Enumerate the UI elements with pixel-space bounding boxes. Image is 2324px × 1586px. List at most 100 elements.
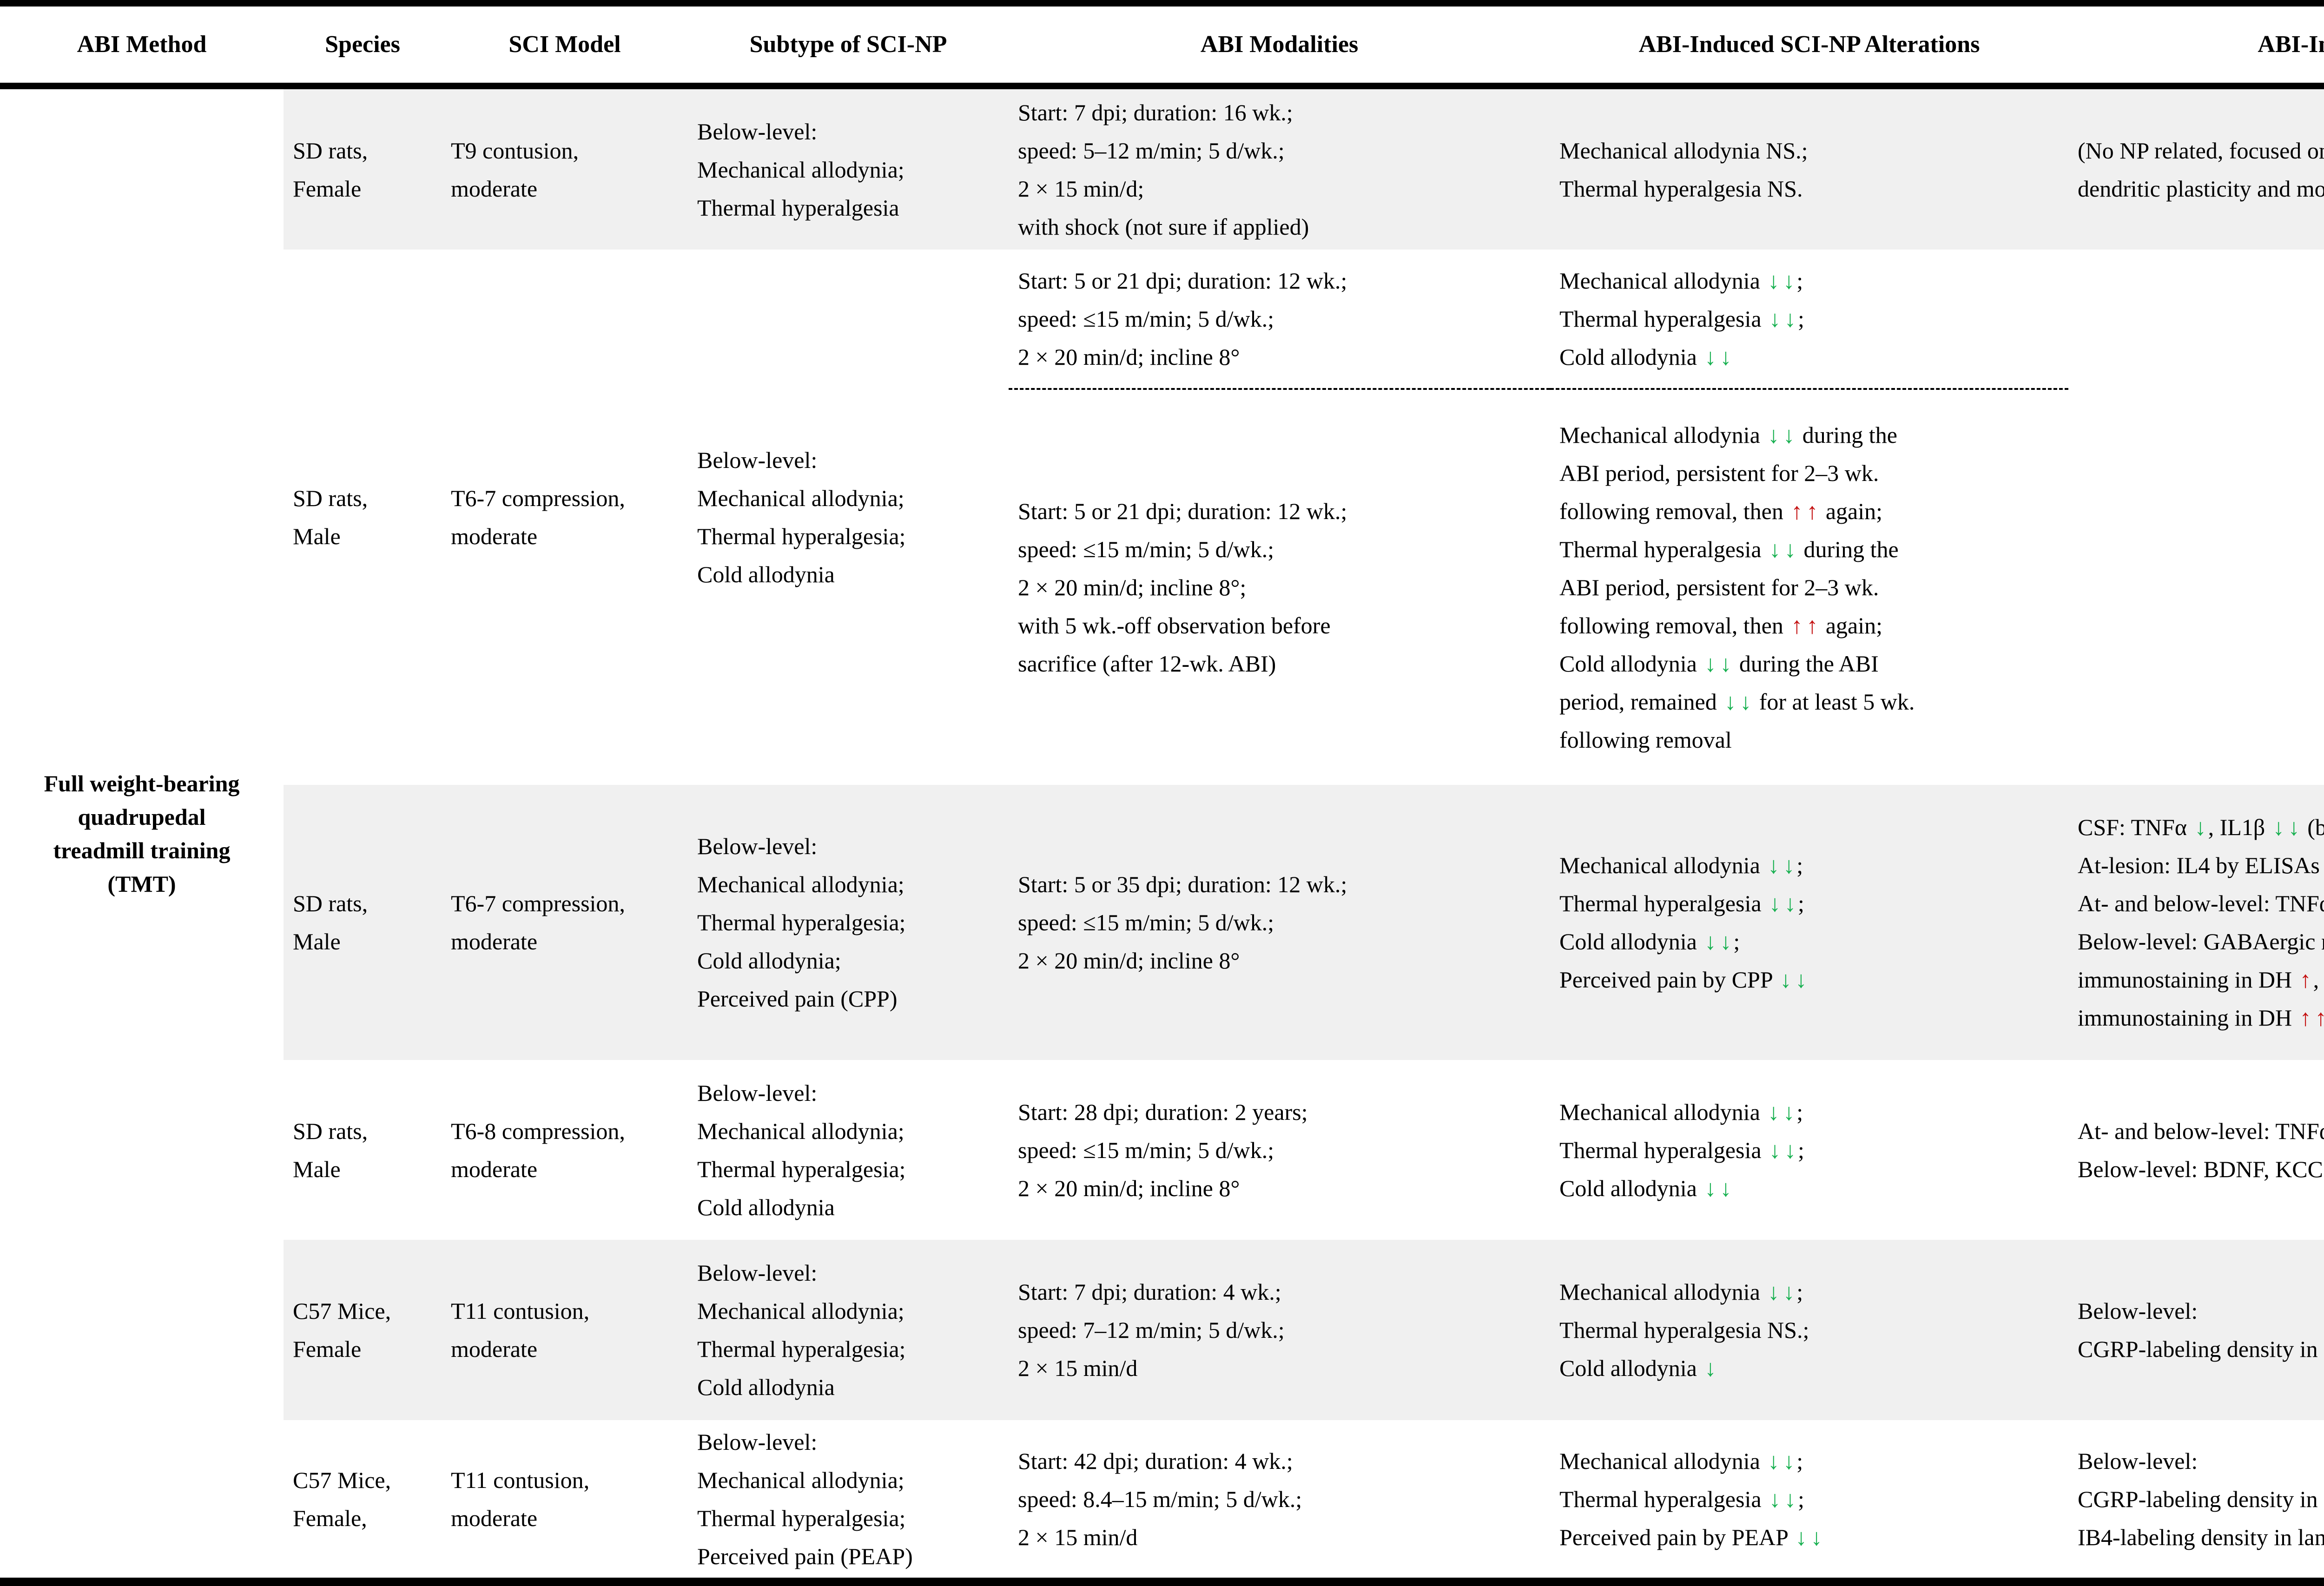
arrow-down-icon: ↓	[1784, 306, 1796, 332]
text-line: Mechanical allodynia;	[697, 1118, 905, 1144]
arrow-down-icon: ↓	[1768, 1279, 1780, 1305]
arrow-down-icon: ↓	[1783, 1448, 1795, 1474]
modalities-cell: Start: 7 dpi; duration: 4 wk.; speed: 7–1…	[1009, 1240, 1550, 1420]
text-line: Start: 5 or 21 dpi; duration: 12 wk.;	[1018, 498, 1347, 524]
header-subtype: Subtype of SCI-NP	[688, 7, 1009, 89]
arrow-down-icon: ↓	[1768, 852, 1780, 878]
text-line: Below-level:	[697, 1260, 818, 1286]
arrow-down-icon: ↓	[1769, 890, 1781, 916]
text-line: Thermal hyperalgesia	[697, 194, 899, 221]
modalities-cell: Start: 42 dpi; duration: 4 wk.; speed: 8.…	[1009, 1420, 1550, 1578]
header-sci-model: SCI Model	[442, 7, 688, 89]
arrow-up-icon: ↑	[2315, 1005, 2324, 1031]
text-line: Mechanical allodynia NS.;	[1559, 137, 1808, 164]
text-line: moderate	[451, 175, 538, 202]
arrow-down-icon: ↓	[1724, 689, 1736, 715]
text-line: Mechanical allodynia ↓ ↓;	[1559, 268, 1803, 294]
modalities-cell: Start: 28 dpi; duration: 2 years; speed: …	[1009, 1060, 1550, 1240]
arrow-down-icon: ↓	[1783, 852, 1795, 878]
text-line: Cold allodynia ↓ ↓	[1559, 344, 1732, 370]
text-line: Start: 5 or 21 dpi; duration: 12 wk.;	[1018, 268, 1347, 294]
arrow-down-icon: ↓	[1784, 890, 1796, 916]
text-line: C57 Mice,	[293, 1467, 391, 1493]
text-line: Mechanical allodynia;	[697, 485, 905, 511]
text-line: moderate	[451, 523, 538, 549]
text-line: Thermal hyperalgesia ↓ ↓ during the	[1559, 536, 1899, 562]
arrow-down-icon: ↓	[2288, 814, 2300, 840]
text-line: Perceived pain (CPP)	[697, 986, 898, 1012]
arrow-down-icon: ↓	[1768, 268, 1780, 294]
text-line: C57 Mice,	[293, 1298, 391, 1324]
arrow-down-icon: ↓	[1769, 306, 1781, 332]
header-abi-method: ABI Method	[0, 7, 284, 89]
text-line: Below-level:	[697, 447, 818, 473]
text-line: At- and below-level: TNFα, IL1β by ELISA…	[2078, 1118, 2324, 1144]
alterations-cell: Mechanical allodynia ↓ ↓; Thermal hyperalg…	[1550, 1060, 2068, 1240]
text-line: with shock (not sure if applied)	[1018, 213, 1309, 240]
text-line: Start: 5 or 35 dpi; duration: 12 wk.;	[1018, 871, 1347, 897]
text-line: (TMT)	[107, 870, 176, 897]
text-line: Thermal hyperalgesia;	[697, 523, 906, 549]
arrow-down-icon: ↓	[1783, 1099, 1795, 1125]
modalities-cell: Start: 5 or 21 dpi; duration: 12 wk.; spe…	[1009, 250, 1550, 390]
text-line: Cold allodynia ↓ ↓;	[1559, 928, 1740, 954]
arrow-down-icon: ↓	[2194, 814, 2206, 840]
text-line: speed: ≤15 m/min; 5 d/wk.;	[1018, 306, 1274, 332]
arrow-down-icon: ↓	[1704, 651, 1717, 677]
text-line: 2 × 15 min/d	[1018, 1355, 1138, 1381]
modulations-cell: -	[2068, 250, 2324, 785]
text-line: At-lesion: IL4 by ELISAs ↑;	[2078, 852, 2324, 878]
text-line: Thermal hyperalgesia;	[697, 909, 906, 935]
text-line: Perceived pain (PEAP)	[697, 1543, 913, 1569]
arrow-down-icon: ↓	[1704, 344, 1717, 370]
text-line: Mechanical allodynia ↓ ↓;	[1559, 852, 1803, 878]
text-line: speed: 5–12 m/min; 5 d/wk.;	[1018, 137, 1285, 164]
text-line: Below-level:	[2078, 1298, 2198, 1324]
text-line: ABI period, persistent for 2–3 wk.	[1559, 460, 1879, 486]
text-line: moderate	[451, 928, 538, 954]
text-line: IB4-labeling density in lamina III-IV ↓	[2078, 1524, 2324, 1550]
text-line: Below-level:	[697, 1079, 818, 1106]
alterations-cell: Mechanical allodynia ↓ ↓ during the ABI pe…	[1550, 390, 2068, 785]
text-line: Mechanical allodynia;	[697, 156, 905, 183]
text-line: with 5 wk.-off observation before	[1018, 612, 1331, 638]
text-line: speed: ≤15 m/min; 5 d/wk.;	[1018, 1137, 1274, 1163]
text-line: Below-level: BDNF, KCC2 by FLISA ↑↑	[2078, 1156, 2324, 1182]
arrow-down-icon: ↓	[1768, 1099, 1780, 1125]
modalities-cell: Start: 5 or 35 dpi; duration: 12 wk.; spe…	[1009, 785, 1550, 1060]
text-line: SD rats,	[293, 1118, 368, 1144]
text-line: sacrifice (after 12-wk. ABI)	[1018, 651, 1276, 677]
modulations-cell: Below-level: CGRP-labeling density in lam…	[2068, 1420, 2324, 1578]
alterations-cell: Mechanical allodynia NS.; Thermal hyperal…	[1550, 89, 2068, 250]
arrow-down-icon: ↓	[2272, 814, 2284, 840]
text-line: Start: 42 dpi; duration: 4 wk.;	[1018, 1448, 1293, 1474]
text-line: Cold allodynia	[697, 1374, 835, 1400]
modulations-cell: (No NP related, focused on lumbar motone…	[2068, 89, 2324, 250]
arrow-up-icon: ↑	[1791, 498, 1803, 524]
text-line: Thermal hyperalgesia NS.;	[1559, 1317, 1809, 1343]
text-line: Full weight-bearing	[44, 770, 240, 796]
arrow-down-icon: ↓	[1783, 268, 1795, 294]
arrow-down-icon: ↓	[1780, 967, 1792, 993]
text-line: Start: 7 dpi; duration: 16 wk.;	[1018, 99, 1293, 125]
header-modalities: ABI Modalities	[1009, 7, 1550, 89]
modulations-cell: CSF: TNFα ↓, IL1β ↓↓ (by ELISAs); At-lesi…	[2068, 785, 2324, 1060]
arrow-down-icon: ↓	[1704, 1355, 1717, 1381]
text-line: Male	[293, 523, 341, 549]
text-line: Female	[293, 175, 362, 202]
modulations-cell: Below-level: CGRP-labeling density in lam…	[2068, 1240, 2324, 1420]
sci-model-cell: T6-8 compression, moderate	[442, 1060, 688, 1240]
text-line: T6-7 compression,	[451, 485, 625, 511]
arrow-down-icon: ↓	[1795, 1524, 1807, 1550]
arrow-down-icon: ↓	[1768, 422, 1780, 448]
text-line: Female,	[293, 1505, 367, 1531]
text-line: Cold allodynia ↓	[1559, 1355, 1717, 1381]
text-line: At- and below-level: TNFα, IL1β by ELISA…	[2078, 890, 2324, 916]
text-line: dendritic plasticity and motor recovery)	[2078, 175, 2324, 202]
subtype-cell: Below-level: Mechanical allodynia; Thermal…	[688, 1240, 1009, 1420]
text-line: immunostaining in DH ↑, KCC2 by WB, and	[2078, 967, 2324, 993]
sci-model-cell: T9 contusion, moderate	[442, 89, 688, 250]
abi-method-cell: Full weight-bearing quadrupedal treadmill …	[0, 89, 284, 1578]
sci-model-cell: T6-7 compression, moderate	[442, 785, 688, 1060]
arrow-up-icon: ↑	[2299, 1005, 2311, 1031]
